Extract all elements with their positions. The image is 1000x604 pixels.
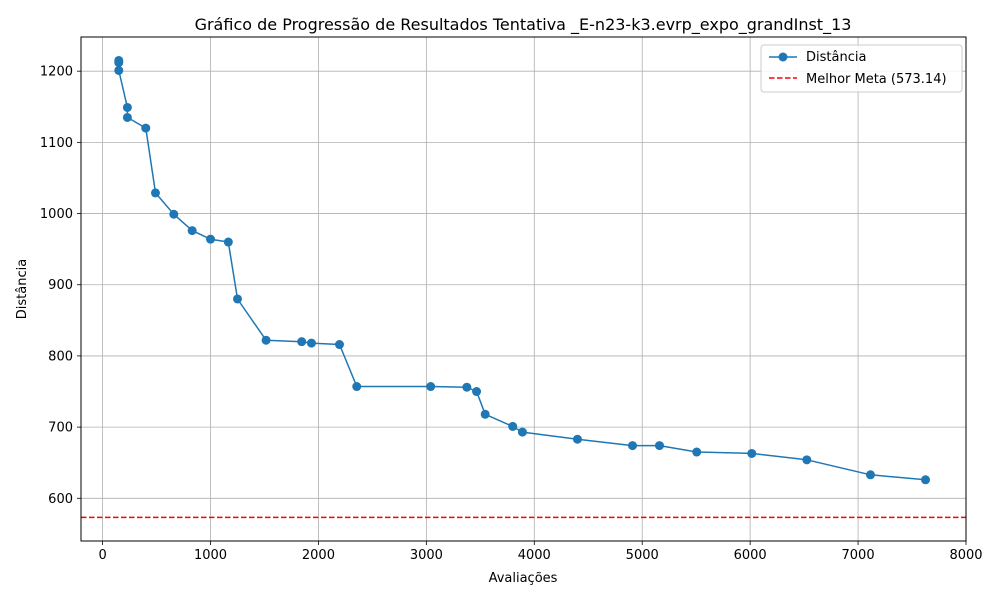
data-point: [352, 382, 362, 392]
series-layer: [114, 55, 931, 485]
legend-label-melhor-meta: Melhor Meta (573.14): [806, 72, 947, 87]
data-point: [426, 382, 436, 392]
x-tick-label: 7000: [842, 548, 875, 563]
data-point: [747, 448, 757, 458]
data-point: [169, 209, 179, 219]
plot-frame: [80, 36, 967, 542]
x-tick-label: 2000: [302, 548, 335, 563]
data-point: [122, 102, 132, 112]
data-point: [223, 237, 233, 247]
legend-box: [760, 44, 963, 93]
data-point: [114, 58, 124, 68]
data-point: [692, 447, 702, 457]
data-point: [261, 335, 271, 345]
legend-label-distancia: Distância: [806, 50, 866, 65]
data-point: [334, 340, 344, 350]
legend-marker-distancia: [778, 52, 788, 62]
data-point: [472, 387, 482, 397]
x-tick-label: 8000: [949, 548, 982, 563]
x-axis-ticks: 0 1000 2000 3000 4000 5000 6000 7000 8000: [98, 541, 983, 563]
y-tick-label: 900: [48, 278, 73, 293]
data-point: [480, 409, 490, 419]
data-point: [141, 123, 151, 133]
legend: Distância Melhor Meta (573.14): [760, 44, 963, 93]
data-point: [628, 441, 638, 451]
x-tick-label: 6000: [734, 548, 767, 563]
x-tick-label: 0: [98, 548, 106, 563]
data-point: [206, 234, 216, 244]
data-point: [921, 475, 931, 485]
data-point: [517, 427, 527, 437]
x-tick-label: 1000: [194, 548, 227, 563]
y-axis-label: Distância: [15, 259, 30, 319]
data-point: [508, 421, 518, 431]
y-axis-ticks: 600 700 800 900 1000 1100 1200: [40, 65, 81, 507]
y-tick-label: 1000: [40, 207, 73, 222]
data-point: [187, 226, 197, 236]
data-point: [150, 188, 160, 198]
series-line-distancia: [118, 60, 926, 481]
chart-title: Gráfico de Progressão de Resultados Tent…: [195, 15, 852, 35]
y-tick-label: 1200: [40, 65, 73, 80]
x-tick-label: 3000: [410, 548, 443, 563]
y-tick-label: 800: [48, 349, 73, 364]
data-point: [297, 337, 307, 347]
y-tick-label: 700: [48, 421, 73, 436]
grid: [81, 37, 967, 541]
data-point: [114, 65, 124, 75]
x-axis-label: Avaliações: [489, 571, 558, 586]
data-point: [654, 441, 664, 451]
x-tick-label: 5000: [626, 548, 659, 563]
data-point: [865, 470, 875, 480]
data-point: [232, 294, 242, 304]
y-tick-label: 1100: [40, 136, 73, 151]
data-point: [802, 455, 812, 465]
data-point: [572, 434, 582, 444]
x-tick-label: 4000: [518, 548, 551, 563]
data-point: [122, 112, 132, 122]
data-point: [306, 338, 316, 348]
data-point: [462, 382, 472, 392]
y-tick-label: 600: [48, 492, 73, 507]
